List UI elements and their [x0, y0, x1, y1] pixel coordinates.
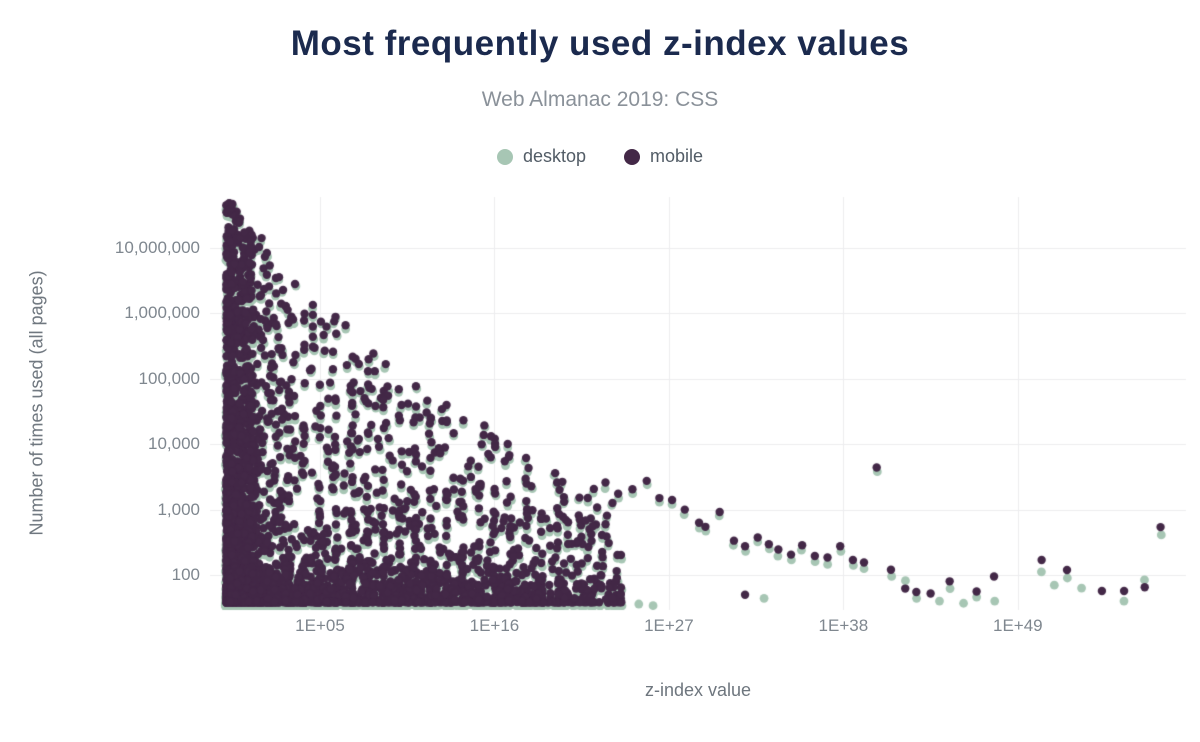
- mobile-series-swatch-icon: [624, 148, 640, 165]
- chart-subtitle: Web Almanac 2019: CSS: [481, 88, 719, 111]
- y-axis-title: Number of times used (all pages): [26, 270, 47, 536]
- legend-item-mobile: mobile: [624, 146, 703, 167]
- y-tick-label: 100,000: [138, 368, 200, 388]
- legend: desktop mobile: [0, 146, 1200, 167]
- desktop-series-swatch-icon: [496, 148, 513, 165]
- y-tick-label: 10,000,000: [114, 238, 200, 257]
- y-tick-label: 1,000,000: [124, 303, 200, 323]
- x-tick-label: 1E+38: [818, 616, 869, 635]
- x-tick-label: 1E+49: [993, 616, 1043, 635]
- y-tick-label: 10,000: [148, 434, 200, 454]
- x-axis-title: z-index value: [644, 680, 752, 700]
- legend-mobile-label: mobile: [650, 146, 704, 166]
- legend-item-desktop: desktop: [496, 146, 586, 167]
- legend-desktop-label: desktop: [522, 146, 586, 166]
- x-tick-label: 1E+27: [644, 616, 694, 635]
- y-tick-label: 1,000: [157, 499, 200, 519]
- chart-title: Most frequently used z-index values: [290, 24, 910, 63]
- x-tick-label: 1E+05: [295, 616, 345, 635]
- x-tick-label: 1E+16: [469, 616, 520, 635]
- y-tick-label: 100: [171, 565, 200, 584]
